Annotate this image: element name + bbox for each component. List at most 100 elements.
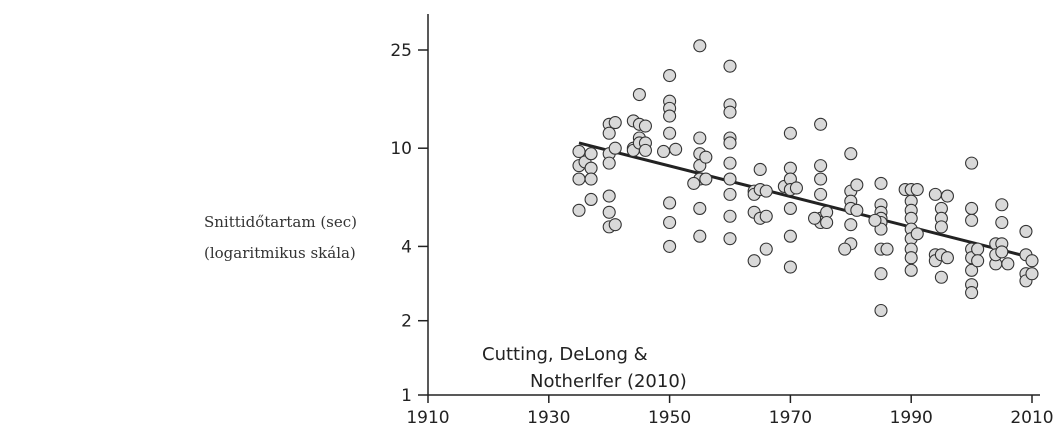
x-tick-label: 1930	[527, 408, 570, 428]
data-point	[608, 141, 622, 155]
data-point	[910, 227, 924, 241]
data-point	[602, 126, 616, 140]
trend-line	[578, 141, 1033, 260]
data-point	[657, 144, 671, 159]
data-point	[850, 203, 864, 217]
data-point	[995, 245, 1009, 259]
data-point	[965, 286, 979, 300]
data-point	[838, 242, 852, 256]
x-tick-label: 1970	[769, 408, 812, 428]
data-point	[789, 181, 803, 195]
data-point	[783, 126, 797, 140]
data-point	[663, 196, 677, 210]
tick-labels: 1 2 4 10 25 1910 1930 1950 1970 1990 2010	[390, 41, 1053, 428]
data-point	[663, 109, 677, 123]
data-point	[584, 161, 598, 175]
x-tick-label: 1950	[648, 408, 691, 428]
data-point	[850, 178, 864, 192]
data-point	[693, 39, 707, 53]
data-point	[940, 189, 954, 203]
y-tick-label: 4	[401, 237, 412, 257]
y-tick-label: 25	[390, 41, 412, 61]
data-point	[723, 172, 737, 186]
data-point	[1025, 254, 1039, 268]
data-point	[663, 215, 677, 230]
data-point	[965, 201, 979, 216]
annotation-line-1: Cutting, DeLong &	[482, 344, 648, 365]
data-point	[808, 211, 822, 225]
data-point	[868, 213, 882, 227]
data-point	[584, 172, 598, 186]
data-point	[971, 254, 985, 268]
data-point	[910, 182, 924, 197]
data-point	[995, 215, 1009, 230]
data-point	[693, 229, 707, 243]
axes	[418, 14, 1040, 403]
x-tick-label: 1910	[406, 408, 449, 428]
y-tick-label: 1	[401, 386, 412, 406]
data-point	[783, 260, 797, 274]
data-point	[783, 201, 797, 216]
data-point	[687, 176, 701, 190]
data-point	[747, 254, 761, 268]
data-point	[693, 201, 707, 216]
data-point	[723, 105, 737, 119]
data-point	[663, 68, 677, 83]
data-point	[814, 159, 828, 173]
data-point	[814, 172, 828, 186]
data-point	[759, 184, 773, 198]
data-point	[995, 198, 1009, 212]
data-point	[928, 187, 942, 201]
data-point	[1001, 257, 1015, 271]
data-point	[904, 263, 918, 277]
y-tick-label: 2	[401, 312, 412, 332]
data-points	[572, 39, 1039, 318]
data-point	[693, 131, 707, 145]
data-point	[940, 251, 954, 265]
data-point	[965, 156, 979, 170]
data-point	[638, 119, 652, 133]
data-point	[783, 229, 797, 243]
data-point	[934, 220, 948, 234]
x-tick-label: 1990	[890, 408, 933, 428]
y-tick-label: 10	[390, 139, 412, 159]
data-point	[584, 192, 598, 206]
data-point	[814, 187, 828, 201]
data-point	[632, 87, 646, 102]
data-point	[723, 136, 737, 150]
data-point	[584, 147, 598, 161]
data-point	[723, 59, 737, 73]
data-point	[753, 162, 767, 177]
data-point	[904, 251, 918, 265]
data-point	[572, 203, 586, 217]
data-point	[759, 242, 773, 256]
data-point	[814, 117, 828, 131]
data-point	[608, 116, 622, 130]
y-axis-label-line-1: Snittidőtartam (sec)	[204, 213, 358, 231]
data-point	[1025, 267, 1039, 281]
data-point	[699, 150, 713, 164]
data-point	[602, 205, 616, 219]
data-point	[874, 176, 888, 190]
data-point	[783, 161, 797, 175]
data-point	[602, 156, 616, 170]
data-point	[699, 172, 713, 186]
annotation-line-2: Notherlfer (2010)	[530, 371, 687, 392]
data-point	[723, 209, 737, 223]
data-point	[663, 126, 677, 140]
data-point	[934, 270, 948, 284]
data-point	[723, 232, 737, 246]
data-point	[638, 143, 652, 157]
data-point	[904, 211, 918, 225]
data-point	[844, 218, 858, 232]
data-point	[663, 239, 677, 253]
data-point	[971, 242, 985, 256]
x-tick-label: 2010	[1010, 408, 1053, 428]
data-point	[1019, 224, 1033, 238]
data-point	[602, 189, 616, 203]
data-point	[723, 156, 737, 170]
y-axis-label-line-2: (logaritmikus skála)	[204, 244, 356, 262]
data-point	[965, 263, 979, 277]
data-point	[965, 213, 979, 227]
